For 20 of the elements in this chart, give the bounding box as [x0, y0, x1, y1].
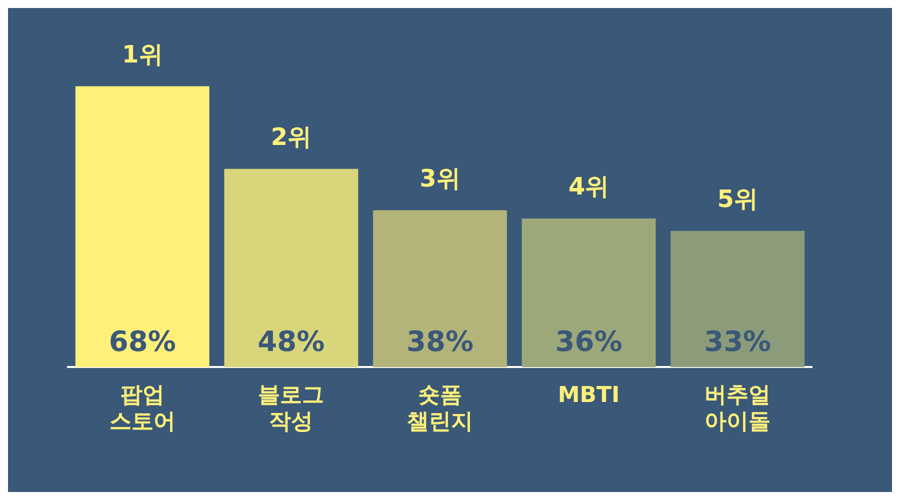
data-label: 38%	[406, 325, 474, 358]
annotation: 5위	[717, 185, 758, 214]
annotation: 3위	[420, 164, 460, 192]
bar	[522, 218, 656, 368]
bar	[75, 86, 210, 368]
bar	[373, 210, 507, 368]
bar	[670, 230, 805, 368]
bar	[224, 168, 358, 368]
annotation: 1위	[122, 40, 163, 68]
annotation: 2위	[270, 123, 312, 152]
x-tick-label: 숏폼 챌린지	[407, 383, 473, 435]
x-tick-label: 블로그 작성	[258, 383, 324, 435]
data-label: 48%	[258, 325, 325, 358]
data-label: 36%	[555, 325, 622, 358]
annotation: 4위	[568, 172, 610, 201]
data-label: 33%	[704, 325, 772, 358]
x-tick-label: 팝업 스토어	[109, 383, 176, 435]
x-tick-label: 버추얼 아이돌	[704, 383, 771, 435]
x-tick-label: MBTI	[558, 383, 620, 408]
data-label: 68%	[108, 325, 176, 358]
